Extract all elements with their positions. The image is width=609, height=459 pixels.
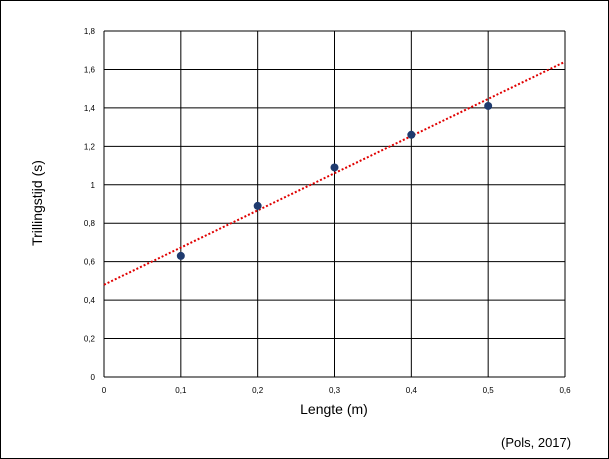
data-point xyxy=(484,101,493,110)
y-tick-label: 0,8 xyxy=(84,219,96,228)
trendline xyxy=(103,60,566,286)
data-point xyxy=(176,251,185,260)
x-axis-label: Lengte (m) xyxy=(300,401,368,417)
x-tick-label: 0,3 xyxy=(329,386,341,395)
source-note: (Pols, 2017) xyxy=(501,435,572,450)
y-tick-label: 1 xyxy=(91,181,96,190)
data-point xyxy=(407,130,416,139)
y-tick-labels: 0 0,2 0,4 0,6 0,8 1 1,2 1,4 1,6 1,8 xyxy=(84,27,96,382)
trendline-group xyxy=(103,60,566,286)
x-tick-label: 0,2 xyxy=(252,386,264,395)
x-tick-labels: 0 0,1 0,2 0,3 0,4 0,5 0,6 xyxy=(102,386,571,395)
x-tick-label: 0,1 xyxy=(175,386,187,395)
y-tick-label: 0,4 xyxy=(84,296,96,305)
y-tick-label: 0,6 xyxy=(84,258,96,267)
data-point xyxy=(253,201,262,210)
y-tick-label: 1,4 xyxy=(84,104,96,113)
x-tick-label: 0,6 xyxy=(559,386,571,395)
y-tick-label: 0 xyxy=(91,373,96,382)
y-axis-label: Trillingstijd (s) xyxy=(29,160,45,246)
y-tick-label: 1,6 xyxy=(84,65,96,74)
x-tick-label: 0,5 xyxy=(483,386,495,395)
x-tick-label: 0,4 xyxy=(406,386,418,395)
grid xyxy=(103,30,566,378)
data-points xyxy=(176,101,493,260)
x-tick-label: 0 xyxy=(102,386,107,395)
data-point xyxy=(330,163,339,172)
y-tick-label: 1,2 xyxy=(84,142,96,151)
y-tick-label: 0,2 xyxy=(84,335,96,344)
y-tick-label: 1,8 xyxy=(84,27,96,36)
